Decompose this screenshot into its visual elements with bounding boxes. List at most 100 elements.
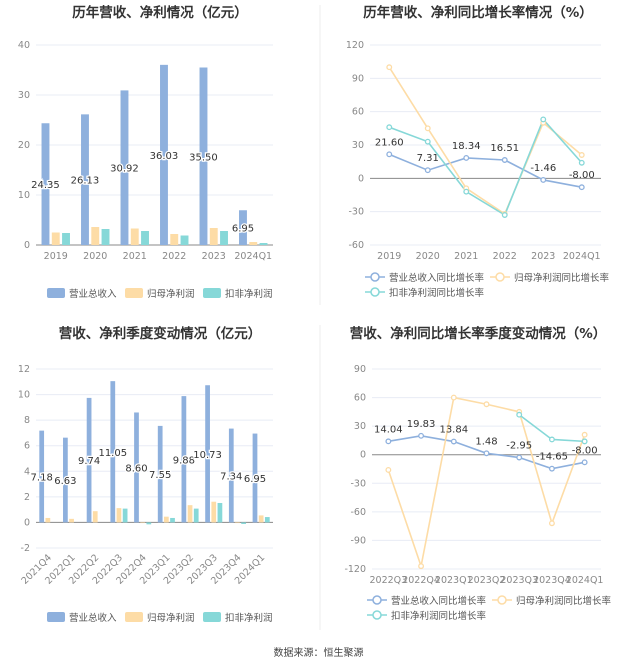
point-1 <box>418 563 425 570</box>
chart-title: 营收、净利季度变动情况（亿元） <box>59 325 262 342</box>
bar-0 <box>63 437 68 523</box>
bar-1 <box>258 515 264 523</box>
bar-1 <box>211 501 217 523</box>
bar-2 <box>62 233 70 245</box>
bar-0 <box>81 114 89 245</box>
x-tick-label: 2022Q3 <box>370 575 408 586</box>
data-label: 8.60 <box>125 463 147 474</box>
data-label: 6.95 <box>244 474 266 485</box>
point-0 <box>516 454 523 461</box>
legend-swatch <box>125 612 143 622</box>
data-label: 24.35 <box>31 180 60 191</box>
y-tick-label: -90 <box>350 535 366 546</box>
legend-marker <box>495 272 505 282</box>
y-tick-label: -30 <box>348 207 364 218</box>
bar-1 <box>130 228 139 245</box>
x-tick-label: 2023Q3 <box>500 575 538 586</box>
y-tick-label: 8 <box>24 415 30 426</box>
legend-label: 扣非净利润 <box>225 288 273 300</box>
point-0 <box>418 432 425 439</box>
y-tick-label: 20 <box>18 140 30 151</box>
legend-swatch <box>203 612 221 622</box>
data-label: -2.95 <box>506 441 532 452</box>
y-tick-label: 30 <box>354 421 366 432</box>
y-tick-label: 40 <box>18 40 30 51</box>
y-tick-label: -60 <box>350 507 366 518</box>
x-tick-label: 2022 <box>162 251 186 262</box>
bar-0 <box>134 412 139 523</box>
y-tick-label: 30 <box>18 90 30 101</box>
data-source: 数据来源：恒生聚源 <box>273 648 364 659</box>
legend-label: 营业总收入 <box>69 288 117 300</box>
data-label: 16.51 <box>490 143 519 154</box>
legend-label: 扣非净利润 <box>225 612 273 624</box>
point-0 <box>501 157 508 163</box>
bar-1 <box>235 522 240 524</box>
chart-title: 历年营收、净利情况（亿元） <box>72 4 248 21</box>
point-1 <box>548 520 555 527</box>
point-2 <box>578 159 585 166</box>
data-label: 30.92 <box>110 164 139 175</box>
legend-swatch <box>47 288 65 298</box>
data-label: 13.84 <box>439 425 468 436</box>
data-label: 9.88 <box>173 455 195 466</box>
point-1 <box>450 394 457 401</box>
data-label: 21.60 <box>375 137 404 148</box>
bar-1 <box>92 511 98 523</box>
y-tick-label: 2 <box>24 492 30 503</box>
y-tick-label: 0 <box>358 173 364 184</box>
x-tick-label: 2023Q1 <box>435 575 473 586</box>
data-label: 18.34 <box>452 141 481 152</box>
x-tick-label: 2024Q1 <box>566 575 604 586</box>
x-tick-label: 2023 <box>531 251 555 262</box>
x-tick-label: 2022Q4 <box>402 575 440 586</box>
point-0 <box>424 167 431 174</box>
y-tick-label: -2 <box>21 543 30 554</box>
bar-2 <box>217 502 223 523</box>
data-label: 6.63 <box>54 476 76 487</box>
y-tick-label: 0 <box>24 240 30 251</box>
bar-1 <box>69 518 74 523</box>
legend-label: 归母净利润同比增长率 <box>514 272 610 284</box>
data-label: 1.48 <box>475 436 497 447</box>
point-2 <box>516 411 523 418</box>
legend-marker <box>372 610 382 620</box>
y-tick-label: 60 <box>354 393 366 404</box>
point-0 <box>548 465 555 472</box>
data-label: 19.83 <box>407 419 436 430</box>
bar-2 <box>193 508 199 523</box>
x-tick-label: 2022 <box>493 251 517 262</box>
point-0 <box>581 459 588 466</box>
point-1 <box>385 467 392 473</box>
legend-label: 归母净利润同比增长率 <box>516 595 612 607</box>
bar-2 <box>122 508 128 523</box>
bar-2 <box>101 229 110 245</box>
point-1 <box>581 431 588 438</box>
point-0 <box>540 177 547 183</box>
point-0 <box>463 155 470 161</box>
legend-label: 归母净利润 <box>147 288 195 300</box>
x-tick-label: 2021 <box>123 251 147 262</box>
y-tick-label: 90 <box>352 73 364 84</box>
data-label: 36.03 <box>150 151 179 162</box>
bar-0 <box>157 425 163 523</box>
chart-title: 营收、净利同比增长率季度变动情况（%） <box>350 325 607 342</box>
y-tick-label: 0 <box>24 517 30 528</box>
bar-0 <box>205 385 210 523</box>
legend-marker <box>370 272 380 282</box>
point-1 <box>578 152 585 158</box>
data-label: -8.00 <box>569 170 595 181</box>
bar-0 <box>120 90 129 246</box>
data-label: 7.34 <box>220 472 242 483</box>
bar-1 <box>51 232 60 245</box>
data-label: 7.18 <box>31 473 53 484</box>
bar-2 <box>259 243 268 245</box>
bar-1 <box>140 522 146 524</box>
line-2 <box>388 117 583 217</box>
y-tick-label: 30 <box>352 140 364 151</box>
y-tick-label: 6 <box>24 441 30 452</box>
legend-swatch <box>203 288 221 298</box>
data-label: 7.55 <box>149 470 171 481</box>
x-tick-label: 2024Q1 <box>234 251 272 262</box>
point-0 <box>386 151 393 158</box>
